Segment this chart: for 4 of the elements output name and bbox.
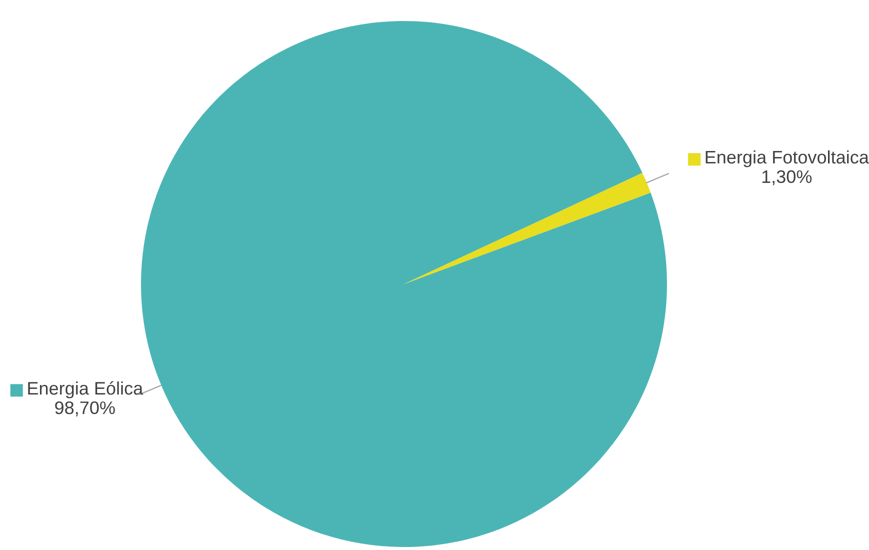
- legend-label: Energia Fotovoltaica: [706, 150, 869, 168]
- legend-label: Energia Eólica: [28, 381, 144, 398]
- data-label: 98,70%: [55, 401, 115, 416]
- data-label: 1,30%: [762, 170, 812, 186]
